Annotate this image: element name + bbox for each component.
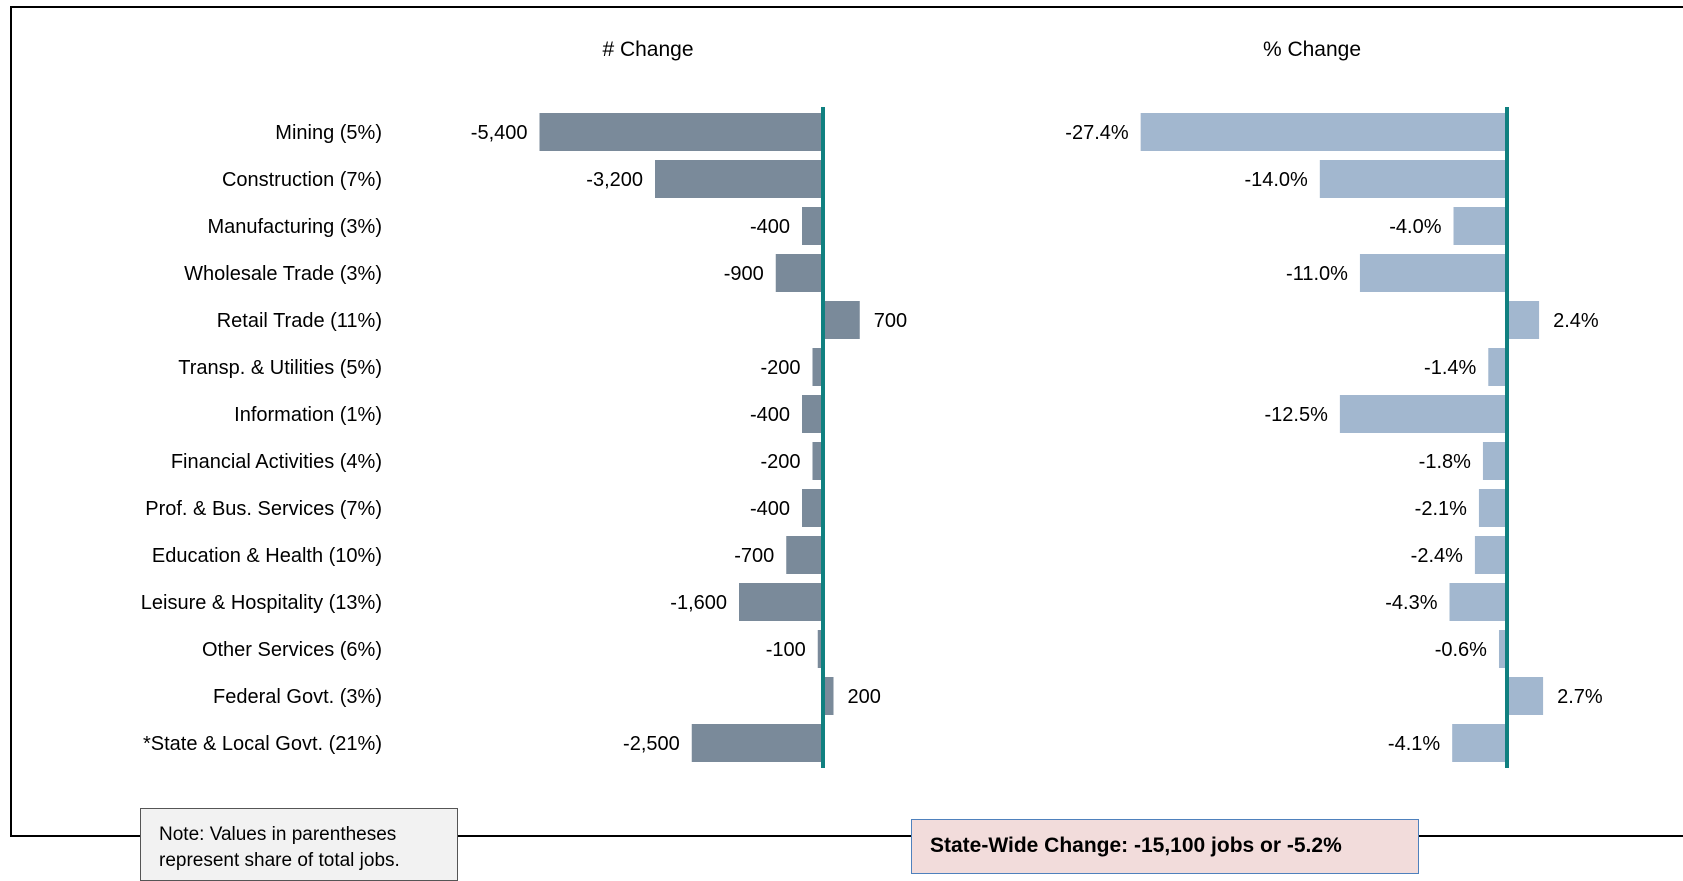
data-label: 700 <box>874 310 907 332</box>
data-label: -4.3% <box>1385 592 1437 614</box>
bar <box>802 207 823 245</box>
data-label: -1.8% <box>1419 451 1471 473</box>
bar <box>812 442 823 480</box>
bar <box>1319 160 1507 198</box>
bar <box>539 113 823 151</box>
bar <box>1359 254 1507 292</box>
data-label: 2.7% <box>1557 686 1603 708</box>
category-label: Transp. & Utilities (5%) <box>178 357 382 379</box>
bar <box>1507 677 1544 715</box>
category-label: Federal Govt. (3%) <box>213 686 382 708</box>
data-label: -2.1% <box>1415 498 1467 520</box>
data-label: -900 <box>724 263 764 285</box>
bar <box>802 395 823 433</box>
data-label: -5,400 <box>471 122 528 144</box>
data-label: -4.1% <box>1388 733 1440 755</box>
chart-title-number-change: # Change <box>602 38 693 61</box>
bar <box>1488 348 1507 386</box>
data-label: -1,600 <box>670 592 727 614</box>
chart-frame <box>10 6 1683 837</box>
bar <box>691 724 823 762</box>
category-label: Other Services (6%) <box>202 639 382 661</box>
data-label: 200 <box>848 686 881 708</box>
statewide-change-text: State-Wide Change: -15,100 jobs or -5.2% <box>930 834 1342 857</box>
bar <box>823 301 860 339</box>
category-label: Prof. & Bus. Services (7%) <box>145 498 382 520</box>
bar <box>1140 113 1507 151</box>
data-label: -11.0% <box>1286 263 1348 285</box>
bar <box>739 583 823 621</box>
data-label: -700 <box>734 545 774 567</box>
data-label: -2,500 <box>623 733 680 755</box>
bar <box>786 536 823 574</box>
data-label: -2.4% <box>1411 545 1463 567</box>
data-label: -400 <box>750 216 790 238</box>
data-label: 2.4% <box>1553 310 1599 332</box>
bar <box>823 677 834 715</box>
category-label: Wholesale Trade (3%) <box>184 263 382 285</box>
bar <box>1449 583 1507 621</box>
category-labels: Mining (5%) Construction (7%) Manufacturin… <box>141 122 382 755</box>
category-label: Retail Trade (11%) <box>217 310 382 332</box>
data-label: -100 <box>766 639 806 661</box>
category-label: Manufacturing (3%) <box>207 216 382 238</box>
bar <box>1339 395 1507 433</box>
bar <box>817 630 823 668</box>
category-label: Leisure & Hospitality (13%) <box>141 592 382 614</box>
number-change-bars: -5,400 -3,200 -400 -900 700 -200 -400 -200 -400 -… <box>471 107 907 768</box>
category-label: Information (1%) <box>234 404 382 426</box>
bar <box>812 348 823 386</box>
category-label: Mining (5%) <box>275 122 382 144</box>
category-label: Construction (7%) <box>222 169 382 191</box>
bar <box>1474 536 1507 574</box>
chart-title-percent-change: % Change <box>1263 38 1361 61</box>
data-label: -4.0% <box>1389 216 1441 238</box>
note-line-2: represent share of total jobs. <box>159 850 400 871</box>
bar <box>655 160 823 198</box>
data-label: -400 <box>750 404 790 426</box>
bar <box>1498 630 1507 668</box>
statewide-change-box: State-Wide Change: -15,100 jobs or -5.2% <box>911 819 1419 874</box>
category-label: *State & Local Govt. (21%) <box>143 733 382 755</box>
data-label: -3,200 <box>586 169 643 191</box>
note-box: Note: Values in parentheses represent sh… <box>140 808 458 881</box>
bar <box>1507 301 1540 339</box>
bar <box>1452 724 1507 762</box>
data-label: -1.4% <box>1424 357 1476 379</box>
data-label: -200 <box>760 357 800 379</box>
data-label: -0.6% <box>1435 639 1487 661</box>
data-label: -12.5% <box>1265 404 1329 426</box>
bar <box>1478 489 1507 527</box>
bar <box>775 254 823 292</box>
bar <box>802 489 823 527</box>
data-label: -400 <box>750 498 790 520</box>
category-label: Financial Activities (4%) <box>171 451 382 473</box>
bar <box>1453 207 1507 245</box>
category-label: Education & Health (10%) <box>152 545 382 567</box>
percent-change-bars: -27.4% -14.0% -4.0% -11.0% 2.4% -1.4% -12.5% -1… <box>1065 107 1603 768</box>
note-line-1: Note: Values in parentheses <box>159 824 397 845</box>
data-label: -27.4% <box>1065 122 1129 144</box>
data-label: -200 <box>760 451 800 473</box>
data-label: -14.0% <box>1244 169 1308 191</box>
bar <box>1482 442 1507 480</box>
